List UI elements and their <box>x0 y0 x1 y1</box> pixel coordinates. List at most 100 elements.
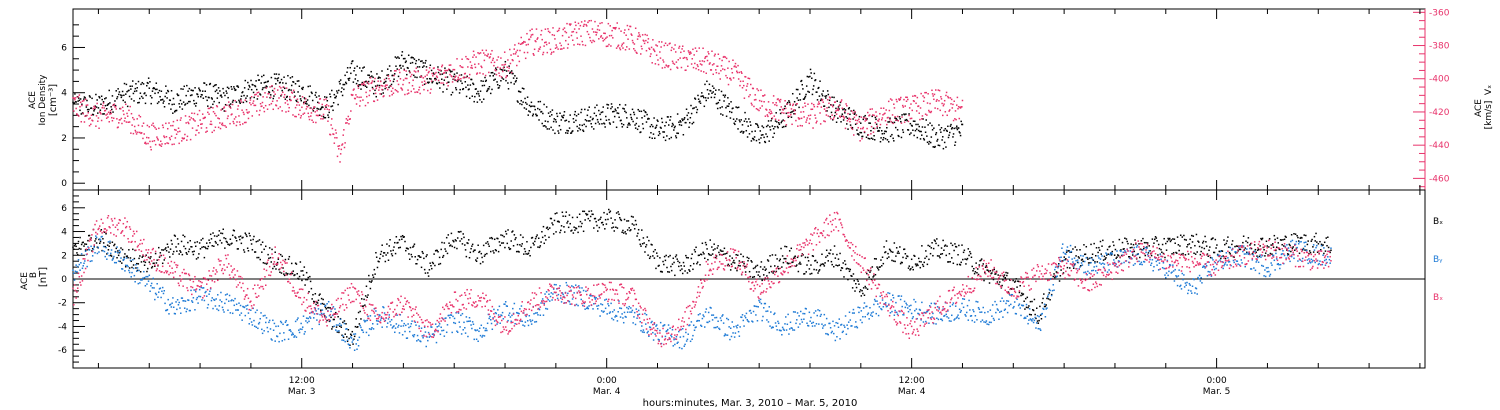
ion-density-point <box>804 97 806 99</box>
ion-density-point <box>778 123 781 126</box>
bx-point <box>1323 252 1325 255</box>
bx-point <box>370 281 372 283</box>
by-point <box>99 239 102 241</box>
bx-point <box>1001 284 1003 287</box>
vx-point <box>133 125 136 128</box>
vx-point <box>782 109 784 111</box>
vx-point <box>550 53 552 55</box>
by-point <box>125 257 128 259</box>
bx-point <box>584 219 586 221</box>
by-point <box>142 277 144 279</box>
ion-density-point <box>956 125 958 127</box>
by-point <box>371 327 373 329</box>
vx-point <box>938 89 941 92</box>
ion-density-point <box>86 108 89 111</box>
ion-density-point <box>792 110 795 112</box>
ion-density-point <box>514 81 517 83</box>
bx-point <box>785 245 788 248</box>
bx-point <box>992 278 995 281</box>
bx-point <box>1285 236 1287 238</box>
bx-point <box>947 261 950 263</box>
ion-density-point <box>870 137 873 140</box>
bx-point <box>1201 242 1204 244</box>
vx-point <box>362 82 365 85</box>
vx-point <box>418 89 420 91</box>
ion-density-point <box>118 91 121 93</box>
bx-point <box>143 264 146 266</box>
ion-density-point <box>213 100 215 103</box>
bx-point <box>1110 254 1113 256</box>
by-point <box>144 285 147 287</box>
bx-point <box>941 253 944 255</box>
vx-point <box>601 22 603 24</box>
by-point <box>287 324 289 326</box>
vx-point <box>797 117 800 119</box>
bx-point <box>250 243 253 245</box>
ion-density-point <box>133 90 136 93</box>
ion-density-point <box>734 120 737 122</box>
by-point <box>94 252 96 254</box>
vx-point <box>320 115 323 117</box>
by-point <box>80 262 82 264</box>
bx-point <box>407 248 409 250</box>
bx-point <box>1292 246 1294 248</box>
bx-point <box>541 230 543 233</box>
bx-point <box>173 234 176 237</box>
ion-density-point <box>724 94 727 97</box>
ion-density-point <box>332 102 335 104</box>
bx-point <box>640 245 642 247</box>
ion-density-point <box>298 85 301 87</box>
vx-point <box>793 109 795 111</box>
bx-point <box>714 248 716 250</box>
vx-point <box>888 109 891 112</box>
bx-point <box>769 255 771 257</box>
ion-density-point <box>512 72 514 75</box>
vx-point <box>338 148 340 150</box>
ion-density-point <box>960 120 962 123</box>
ion-density-point <box>551 109 554 111</box>
vx-point <box>766 114 769 116</box>
vx-point <box>581 40 584 43</box>
vx-point <box>730 79 732 81</box>
vx-tick-label: -380 <box>1429 42 1450 52</box>
ion-density-point <box>263 81 266 84</box>
bx-point <box>373 268 376 271</box>
vx-point <box>621 43 624 45</box>
bx-point <box>904 253 907 255</box>
bx-point <box>464 244 466 246</box>
bx-point <box>692 268 694 271</box>
vx-point <box>709 62 711 64</box>
ion-density-point <box>393 73 396 75</box>
by-point <box>283 332 285 334</box>
by-point <box>114 251 117 253</box>
ion-density-point <box>483 84 486 87</box>
bx-point <box>87 239 89 242</box>
vx-point <box>720 69 722 72</box>
vx-point <box>444 69 446 72</box>
vx-point <box>334 136 336 139</box>
vx-point <box>559 42 561 44</box>
vx-point <box>717 53 720 55</box>
vx-point <box>743 97 746 99</box>
by-point <box>319 313 321 316</box>
bx-point <box>316 301 318 303</box>
bx-point <box>1220 257 1222 260</box>
bx-point <box>864 285 866 288</box>
vx-point <box>793 109 796 112</box>
by-point <box>191 301 194 303</box>
vx-point <box>628 48 631 50</box>
ion-density-point <box>205 84 208 86</box>
ion-density-point <box>711 92 713 94</box>
bx-point <box>1067 250 1069 252</box>
vx-point <box>223 106 226 108</box>
vx-point <box>97 117 100 119</box>
vx-point <box>86 114 88 117</box>
vx-point <box>198 132 200 134</box>
vx-point <box>136 118 138 120</box>
vx-point <box>350 110 352 112</box>
vx-point <box>791 104 794 107</box>
vx-point <box>839 116 842 118</box>
vx-point <box>552 27 554 29</box>
ion-density-point <box>273 95 275 97</box>
